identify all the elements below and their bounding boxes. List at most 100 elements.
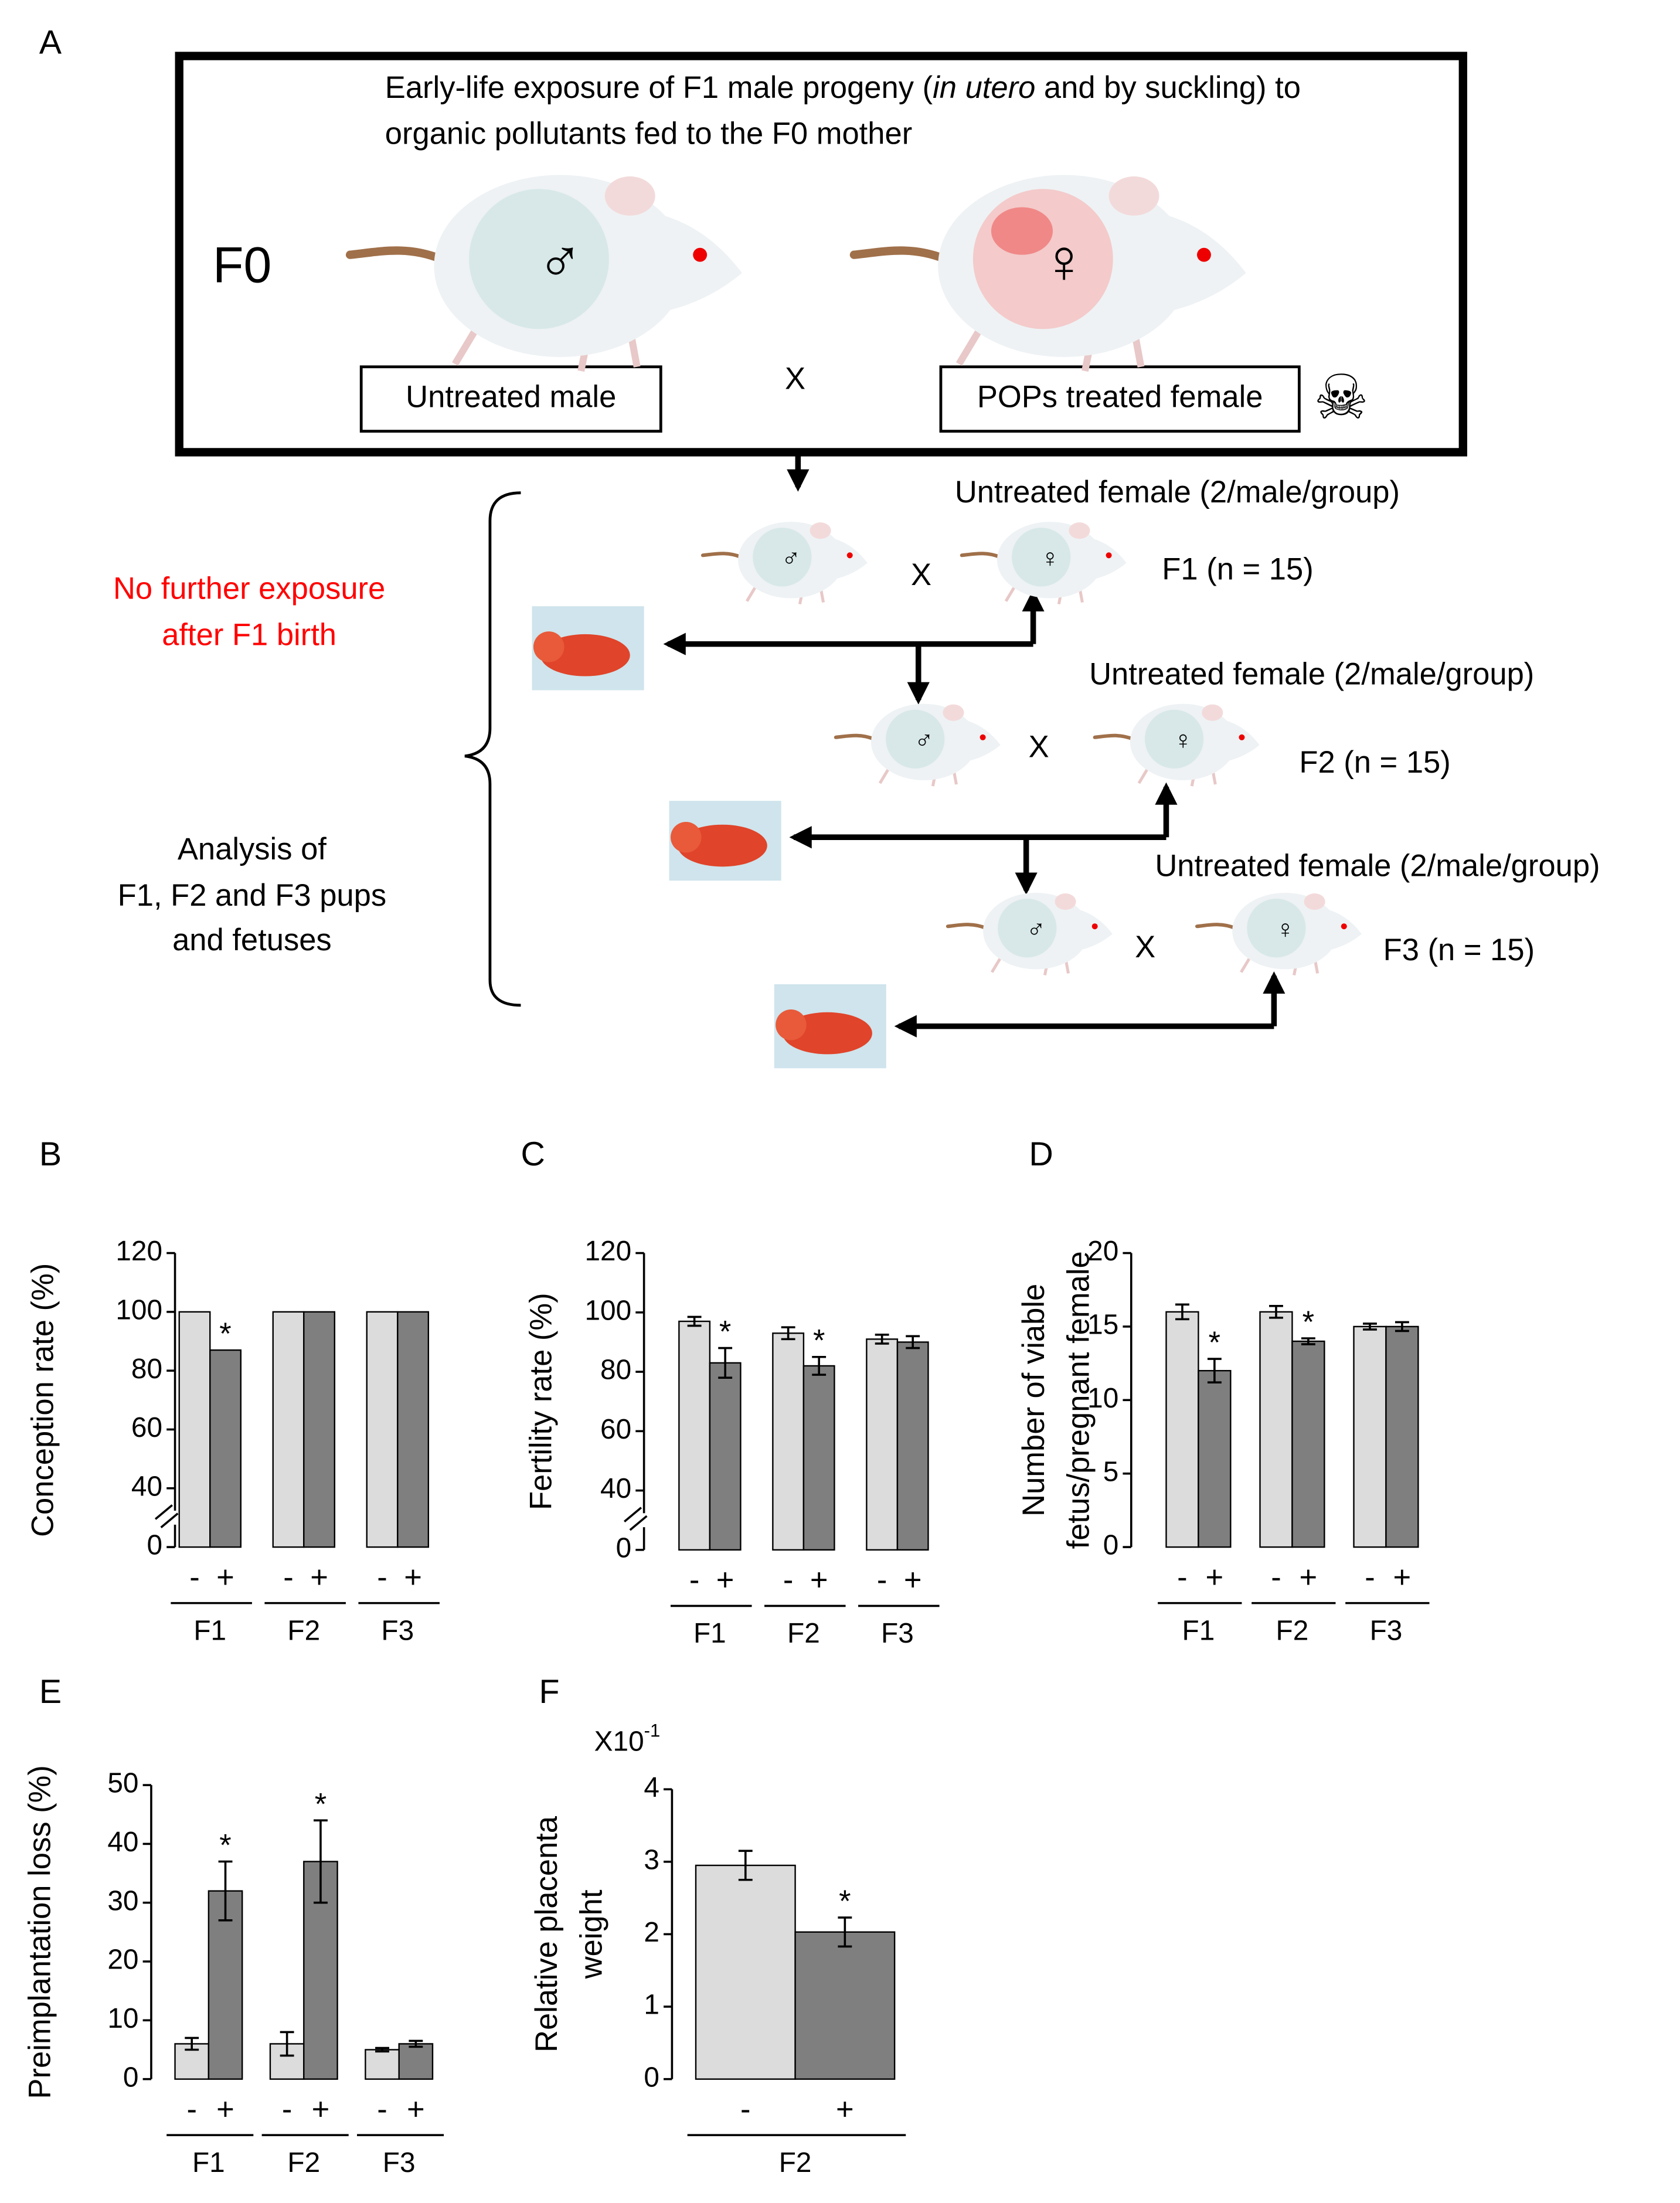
y-tick-label: 10 xyxy=(107,2003,138,2034)
error-bar xyxy=(838,1916,852,1948)
generation-label: F3 (n = 15) xyxy=(1383,933,1535,967)
error-bar xyxy=(1301,1337,1315,1345)
y-tick-label: 30 xyxy=(107,1885,138,1916)
rat-ear xyxy=(1108,176,1159,216)
x-tick-label: - xyxy=(877,1563,887,1597)
rat-head xyxy=(823,536,868,581)
y-tick-label: 120 xyxy=(584,1236,631,1267)
significance-label: * xyxy=(719,1315,731,1349)
y-tick-label: 2 xyxy=(644,1917,659,1948)
multiplier-exponent: -1 xyxy=(644,1721,661,1741)
bar xyxy=(365,2049,400,2080)
group-label: F2 xyxy=(787,1618,820,1649)
panel-a: A Early-life exposure of F1 male progeny… xyxy=(39,24,1600,1069)
y-axis-label: Preimplantation loss (%) xyxy=(23,1765,57,2099)
rat-belly xyxy=(469,189,609,329)
bar xyxy=(1198,1369,1232,1548)
bar xyxy=(1259,1311,1293,1548)
y-tick-label: 80 xyxy=(600,1355,631,1386)
group-label: F3 xyxy=(381,1615,414,1646)
y-tick-label: 60 xyxy=(600,1414,631,1445)
group-label: F3 xyxy=(1370,1615,1403,1646)
rat-tail xyxy=(1195,923,1237,930)
rat-eye xyxy=(1091,923,1098,930)
rat-tail xyxy=(946,923,988,930)
rat: ♂ xyxy=(834,703,1001,787)
x-tick-label: - xyxy=(1177,1560,1188,1595)
rat-tail xyxy=(834,733,876,741)
error-bar xyxy=(280,2031,294,2057)
x-tick-label: + xyxy=(904,1563,922,1597)
bar xyxy=(303,1311,336,1548)
sex-symbol: ♂ xyxy=(781,544,801,573)
rat: ♂ xyxy=(345,175,742,372)
y-tick-label: 100 xyxy=(115,1294,162,1325)
bar xyxy=(1291,1340,1325,1548)
rat-head xyxy=(1215,718,1260,763)
panel-label: B xyxy=(39,1136,62,1173)
panel-label: F xyxy=(539,1673,560,1711)
y-tick-label: 3 xyxy=(644,1844,659,1875)
x-tick-label: - xyxy=(377,1560,387,1595)
error-bar xyxy=(718,1347,733,1379)
rat-eye xyxy=(693,247,708,262)
sex-symbol: ♀ xyxy=(1041,227,1087,296)
y-tick-label: 0 xyxy=(147,1530,162,1561)
y-axis-label: Fertility rate (%) xyxy=(524,1293,559,1510)
axis-break xyxy=(154,1504,179,1529)
untreated-male-label: Untreated male xyxy=(406,380,616,414)
sex-symbol: ♀ xyxy=(1174,726,1193,754)
y-axis-label: weight xyxy=(574,1889,609,1979)
bar xyxy=(1385,1325,1419,1548)
bar xyxy=(272,1311,305,1548)
bar xyxy=(866,1338,899,1551)
rat: ♂ xyxy=(946,893,1113,975)
exposure-text-part: and by suckling) to xyxy=(1035,70,1301,105)
rat-head xyxy=(956,718,1001,763)
x-tick-label: + xyxy=(310,1560,328,1595)
rat: ♀ xyxy=(1093,703,1260,787)
bar xyxy=(178,1311,211,1548)
multiplier-base: X10 xyxy=(594,1726,644,1757)
error-bar xyxy=(1363,1323,1377,1331)
y-tick-label: 120 xyxy=(115,1236,162,1267)
y-tick-label: 40 xyxy=(131,1471,162,1502)
analysis-text: F1, F2 and F3 pups xyxy=(118,878,386,913)
x-tick-label: + xyxy=(836,2092,854,2126)
pup-photo xyxy=(774,984,886,1069)
exposure-text-part: Early-life exposure of F1 male progeny ( xyxy=(385,70,933,105)
group-label: F3 xyxy=(881,1618,914,1649)
rat: ♀ xyxy=(960,522,1127,605)
group-label: F2 xyxy=(1276,1615,1309,1646)
error-bar xyxy=(781,1326,795,1341)
y-axis-label: Number of viable xyxy=(1016,1284,1051,1517)
x-tick-label: - xyxy=(186,2092,196,2126)
analysis-text: and fetuses xyxy=(172,923,332,957)
rat-ear xyxy=(943,704,964,721)
rat-belly xyxy=(753,528,812,587)
bar xyxy=(208,1890,243,2080)
pup-photo xyxy=(532,606,644,691)
rat-head xyxy=(1082,536,1127,581)
x-tick-label: - xyxy=(689,1563,700,1597)
error-bar xyxy=(218,1860,233,1922)
group-label: F2 xyxy=(287,2147,320,2178)
y-tick-label: 5 xyxy=(1103,1456,1119,1487)
rat-belly xyxy=(998,899,1057,958)
cross-symbol: X xyxy=(1029,730,1049,764)
female-label: Untreated female (2/male/group) xyxy=(1155,849,1600,883)
bar xyxy=(794,1931,896,2080)
no-exposure-text: No further exposure xyxy=(113,572,385,606)
axis-multiplier: X10-1 xyxy=(594,1721,661,1757)
rat-ear xyxy=(810,522,831,539)
x-tick-label: + xyxy=(404,1560,422,1595)
x-tick-label: + xyxy=(1206,1560,1224,1595)
bar xyxy=(1353,1325,1387,1548)
x-tick-label: - xyxy=(377,2092,387,2126)
error-bar xyxy=(409,2039,423,2048)
toxic-icon: ☠ xyxy=(1314,361,1369,433)
axis-break-gap xyxy=(627,1513,647,1528)
rat-belly xyxy=(1012,528,1071,587)
x-tick-label: - xyxy=(783,1563,794,1597)
